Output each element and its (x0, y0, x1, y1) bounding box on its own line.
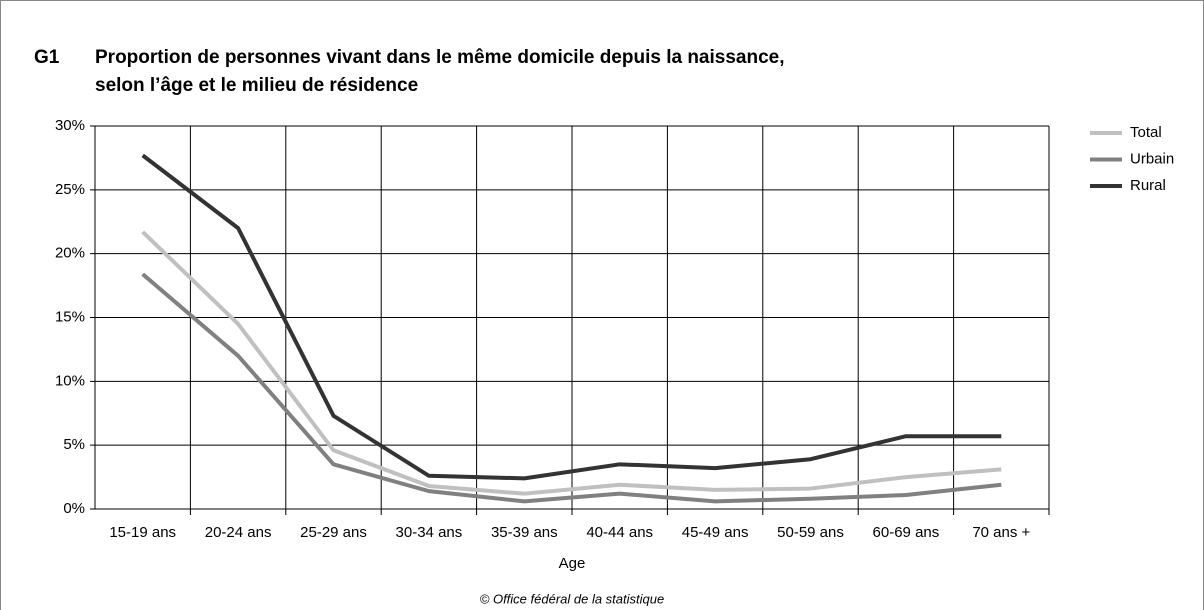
x-tick-label: 15-19 ans (109, 524, 176, 541)
y-tick-label: 20% (55, 245, 85, 262)
y-tick-label: 25% (55, 181, 85, 198)
y-tick-label: 30% (55, 117, 85, 134)
y-tick-label: 10% (55, 372, 85, 389)
series-line (141, 272, 1002, 504)
x-tick-label: 35-39 ans (491, 524, 558, 541)
x-tick-label: 20-24 ans (205, 524, 272, 541)
x-axis-label: Age (559, 555, 586, 572)
x-tick-label: 45-49 ans (682, 524, 749, 541)
legend-label: Rural (1130, 177, 1166, 194)
y-tick-label: 15% (55, 308, 85, 325)
legend-label: Urbain (1130, 150, 1174, 167)
y-tick-label: 5% (63, 436, 85, 453)
series-line (141, 230, 1002, 496)
legend-label: Total (1130, 124, 1162, 141)
x-tick-label: 30-34 ans (396, 524, 463, 541)
x-tick-label: 70 ans + (972, 524, 1030, 541)
x-tick-label: 60-69 ans (873, 524, 940, 541)
figure-label: G1 (34, 47, 60, 68)
y-tick-label: 0% (63, 500, 85, 517)
source: © Office fédéral de la statistique (480, 591, 664, 606)
x-tick-label: 50-59 ans (777, 524, 844, 541)
chart-title: selon l’âge et le milieu de résidence (95, 75, 418, 96)
chart-title: Proportion de personnes vivant dans le m… (95, 47, 785, 68)
x-tick-label: 25-29 ans (300, 524, 367, 541)
x-tick-label: 40-44 ans (586, 524, 653, 541)
series-line (141, 153, 1002, 481)
